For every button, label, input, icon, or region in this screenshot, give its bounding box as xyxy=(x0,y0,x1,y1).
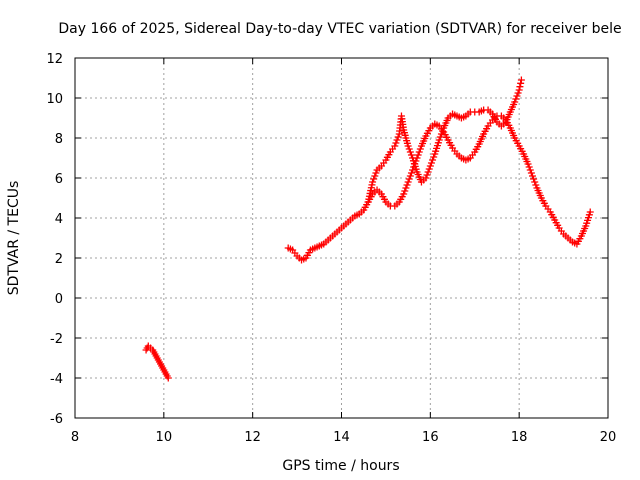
data-point xyxy=(429,156,437,164)
data-point xyxy=(423,171,431,179)
data-point xyxy=(526,166,534,174)
data-point xyxy=(406,148,414,156)
data-point xyxy=(426,162,434,170)
x-tick-label: 18 xyxy=(511,430,528,445)
data-point xyxy=(414,151,422,159)
data-point xyxy=(512,95,520,103)
data-point xyxy=(513,92,521,100)
y-tick-label: 2 xyxy=(55,252,63,267)
data-point xyxy=(527,169,535,177)
data-point xyxy=(370,175,378,183)
data-point xyxy=(427,159,435,167)
data-point xyxy=(532,181,540,189)
data-points xyxy=(142,76,594,382)
y-tick-label: -4 xyxy=(50,372,63,387)
series-trace-a xyxy=(284,112,594,264)
y-tick-label: -6 xyxy=(50,412,63,427)
data-point xyxy=(511,98,519,106)
x-tick-label: 14 xyxy=(333,430,350,445)
data-point xyxy=(517,76,525,84)
data-point xyxy=(392,139,400,147)
data-point xyxy=(406,172,414,180)
y-tick-label: 6 xyxy=(55,172,63,187)
data-point xyxy=(369,178,377,186)
data-point xyxy=(430,153,438,161)
axis-ticks: 8 10 12 14 16 18 20 -6 -4 -2 0 2 4 6 8 10 12 xyxy=(46,52,616,445)
x-tick-label: 10 xyxy=(156,430,173,445)
data-point xyxy=(393,136,401,144)
data-point xyxy=(439,127,447,135)
data-point xyxy=(524,160,532,168)
y-tick-label: -2 xyxy=(50,332,63,347)
x-axis-label: GPS time / hours xyxy=(282,458,399,474)
data-point xyxy=(416,145,424,153)
y-tick-label: 8 xyxy=(55,132,63,147)
data-point xyxy=(436,133,444,141)
data-point xyxy=(409,166,417,174)
data-point xyxy=(586,208,594,216)
data-point xyxy=(515,86,523,94)
series-early-segment xyxy=(142,342,172,382)
y-axis-label: SDTVAR / TECUs xyxy=(6,181,22,296)
data-point xyxy=(407,151,415,159)
x-tick-label: 8 xyxy=(71,430,79,445)
data-point xyxy=(516,83,524,91)
data-point xyxy=(391,142,399,150)
data-point xyxy=(164,374,172,382)
data-point xyxy=(404,178,412,186)
data-point xyxy=(401,187,409,195)
data-point xyxy=(402,184,410,192)
data-point xyxy=(405,175,413,183)
data-point xyxy=(435,136,443,144)
plot-frame xyxy=(74,57,609,419)
y-tick-label: 0 xyxy=(55,292,63,307)
data-point xyxy=(372,169,380,177)
x-tick-label: 12 xyxy=(244,430,261,445)
data-point xyxy=(407,169,415,177)
data-point xyxy=(525,163,533,171)
data-point xyxy=(425,165,433,173)
data-point xyxy=(405,145,413,153)
y-tick-label: 10 xyxy=(46,92,63,107)
data-point xyxy=(437,130,445,138)
data-point xyxy=(404,142,412,150)
data-point xyxy=(517,79,525,87)
data-point xyxy=(530,175,538,183)
x-tick-label: 16 xyxy=(422,430,439,445)
chart-title: Day 166 of 2025, Sidereal Day-to-day VTE… xyxy=(58,21,621,37)
data-point xyxy=(528,172,536,180)
data-point xyxy=(514,89,522,97)
data-point xyxy=(422,174,430,182)
grid xyxy=(75,58,608,418)
y-tick-label: 12 xyxy=(46,52,63,67)
data-point xyxy=(403,181,411,189)
y-tick-label: 4 xyxy=(55,212,63,227)
data-point xyxy=(371,172,379,180)
data-point xyxy=(424,168,432,176)
data-point xyxy=(415,148,423,156)
data-point xyxy=(400,190,408,198)
series-trace-b xyxy=(364,76,525,206)
data-point xyxy=(394,133,402,141)
data-point xyxy=(531,178,539,186)
x-tick-label: 20 xyxy=(600,430,617,445)
